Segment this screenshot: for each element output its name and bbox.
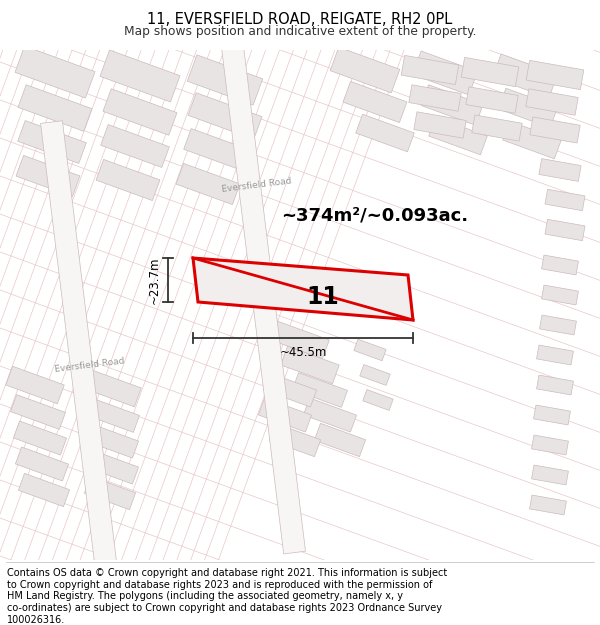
Polygon shape bbox=[356, 114, 414, 152]
Polygon shape bbox=[281, 346, 339, 384]
Text: ~374m²/~0.093ac.: ~374m²/~0.093ac. bbox=[281, 206, 469, 224]
Polygon shape bbox=[429, 118, 487, 155]
Text: to Crown copyright and database rights 2023 and is reproduced with the permissio: to Crown copyright and database rights 2… bbox=[7, 579, 433, 589]
Polygon shape bbox=[414, 112, 466, 138]
Polygon shape bbox=[13, 421, 67, 455]
Polygon shape bbox=[461, 58, 519, 87]
Text: 11: 11 bbox=[307, 285, 340, 309]
Polygon shape bbox=[188, 92, 262, 139]
Polygon shape bbox=[536, 345, 574, 365]
Polygon shape bbox=[304, 398, 356, 432]
Text: 11, EVERSFIELD ROAD, REIGATE, RH2 0PL: 11, EVERSFIELD ROAD, REIGATE, RH2 0PL bbox=[148, 12, 452, 28]
Polygon shape bbox=[16, 156, 80, 197]
Polygon shape bbox=[330, 47, 400, 93]
Polygon shape bbox=[6, 366, 64, 404]
Polygon shape bbox=[259, 398, 311, 432]
Polygon shape bbox=[187, 55, 263, 105]
Polygon shape bbox=[205, 0, 305, 554]
Polygon shape bbox=[413, 51, 478, 95]
Polygon shape bbox=[103, 89, 177, 135]
Polygon shape bbox=[101, 124, 169, 168]
Polygon shape bbox=[19, 473, 70, 507]
Polygon shape bbox=[503, 121, 561, 159]
Polygon shape bbox=[314, 423, 365, 457]
Text: Eversfield Road: Eversfield Road bbox=[221, 176, 292, 194]
Polygon shape bbox=[545, 219, 585, 241]
Polygon shape bbox=[542, 255, 578, 275]
Polygon shape bbox=[532, 465, 568, 485]
Text: 100026316.: 100026316. bbox=[7, 614, 65, 624]
Polygon shape bbox=[542, 285, 578, 305]
Polygon shape bbox=[85, 398, 140, 432]
Polygon shape bbox=[85, 424, 139, 458]
Polygon shape bbox=[545, 189, 585, 211]
Polygon shape bbox=[18, 85, 92, 131]
Polygon shape bbox=[10, 394, 65, 429]
Text: HM Land Registry. The polygons (including the associated geometry, namely x, y: HM Land Registry. The polygons (includin… bbox=[7, 591, 403, 601]
Polygon shape bbox=[526, 61, 584, 89]
Polygon shape bbox=[16, 447, 68, 481]
Polygon shape bbox=[409, 85, 461, 111]
Polygon shape bbox=[354, 339, 386, 361]
Polygon shape bbox=[493, 54, 557, 98]
Polygon shape bbox=[401, 56, 459, 84]
Polygon shape bbox=[176, 163, 240, 204]
Text: Map shows position and indicative extent of the property.: Map shows position and indicative extent… bbox=[124, 24, 476, 38]
Polygon shape bbox=[271, 321, 329, 359]
Polygon shape bbox=[184, 129, 253, 171]
Polygon shape bbox=[536, 375, 574, 395]
Polygon shape bbox=[269, 423, 320, 457]
Polygon shape bbox=[15, 46, 95, 98]
Text: co-ordinates) are subject to Crown copyright and database rights 2023 Ordnance S: co-ordinates) are subject to Crown copyr… bbox=[7, 603, 442, 613]
Text: Eversfield Road: Eversfield Road bbox=[55, 356, 125, 374]
Polygon shape bbox=[85, 450, 139, 484]
Polygon shape bbox=[533, 405, 571, 425]
Text: ~23.7m: ~23.7m bbox=[148, 256, 161, 304]
Polygon shape bbox=[85, 476, 136, 509]
Polygon shape bbox=[343, 81, 407, 122]
Polygon shape bbox=[17, 121, 86, 164]
Polygon shape bbox=[41, 121, 130, 625]
Polygon shape bbox=[421, 85, 483, 125]
Polygon shape bbox=[193, 258, 413, 320]
Polygon shape bbox=[530, 495, 566, 515]
Polygon shape bbox=[499, 88, 557, 127]
Polygon shape bbox=[466, 87, 518, 113]
Polygon shape bbox=[539, 159, 581, 181]
Polygon shape bbox=[363, 389, 393, 411]
Polygon shape bbox=[263, 373, 317, 407]
Polygon shape bbox=[96, 159, 160, 201]
Polygon shape bbox=[83, 369, 141, 407]
Polygon shape bbox=[530, 117, 580, 143]
Polygon shape bbox=[526, 89, 578, 115]
Polygon shape bbox=[292, 372, 347, 408]
Polygon shape bbox=[100, 50, 180, 102]
Text: Contains OS data © Crown copyright and database right 2021. This information is : Contains OS data © Crown copyright and d… bbox=[7, 568, 448, 578]
Polygon shape bbox=[472, 115, 522, 141]
Polygon shape bbox=[539, 315, 577, 335]
Polygon shape bbox=[532, 435, 568, 455]
Polygon shape bbox=[360, 364, 390, 386]
Text: ~45.5m: ~45.5m bbox=[280, 346, 326, 359]
